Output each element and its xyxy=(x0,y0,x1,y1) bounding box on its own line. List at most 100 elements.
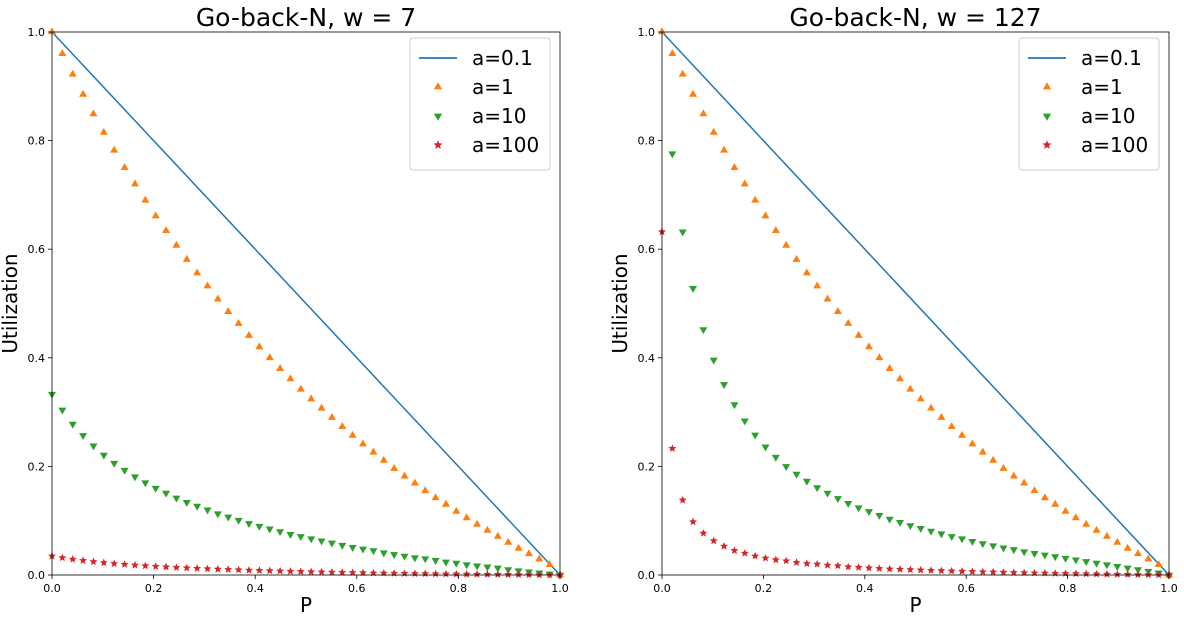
data-point xyxy=(359,568,367,577)
data-point xyxy=(947,534,956,542)
data-point xyxy=(1020,478,1029,486)
data-point xyxy=(79,433,88,441)
data-point xyxy=(276,566,285,575)
data-point xyxy=(265,526,274,534)
data-point xyxy=(1040,552,1049,560)
data-point xyxy=(514,570,523,579)
data-point xyxy=(379,455,388,463)
chart-panel-1: 0.0 0.2 0.4 0.6 0.8 1.0 0.0 0.2 0.4 0.6 0.8 1.0 Go-b… xyxy=(0,3,569,617)
data-point xyxy=(657,27,667,35)
legend-box xyxy=(1018,37,1160,171)
data-point xyxy=(441,499,450,507)
x-tick-label: 0.6 xyxy=(957,582,975,595)
data-point xyxy=(338,568,347,576)
data-point xyxy=(224,514,233,522)
data-point xyxy=(771,555,780,564)
data-point xyxy=(255,342,264,350)
axes-frame xyxy=(51,31,561,576)
data-point xyxy=(999,463,1008,471)
data-point xyxy=(720,542,729,550)
data-point xyxy=(493,531,502,539)
legend-box xyxy=(409,37,551,171)
legend-label: a=0.1 xyxy=(472,46,533,70)
data-point xyxy=(265,353,274,361)
data-point xyxy=(720,382,729,390)
data-point xyxy=(689,285,698,293)
data-point xyxy=(317,538,326,546)
data-point xyxy=(151,485,160,493)
data-point xyxy=(120,560,129,568)
data-point xyxy=(276,364,285,371)
data-point xyxy=(1030,486,1039,494)
data-point xyxy=(1020,568,1029,577)
data-point xyxy=(110,559,119,567)
data-point xyxy=(141,195,150,203)
legend-swatch xyxy=(433,113,443,121)
data-point xyxy=(193,268,202,276)
data-point xyxy=(1113,564,1122,571)
legend: a=0.1 a=1 a=10 a=100 xyxy=(1018,37,1160,171)
data-point xyxy=(751,432,760,440)
data-point xyxy=(668,49,677,57)
data-point xyxy=(286,567,295,575)
data-point xyxy=(875,564,884,572)
legend-label: a=0.1 xyxy=(1081,46,1142,70)
data-point xyxy=(1113,537,1122,545)
data-point xyxy=(761,211,770,219)
y-tick-label: 0.2 xyxy=(28,460,46,473)
data-point xyxy=(813,281,822,289)
data-point xyxy=(1092,560,1101,568)
data-point xyxy=(110,460,119,468)
data-point xyxy=(864,563,873,572)
data-point xyxy=(927,528,936,536)
data-point xyxy=(296,384,305,392)
data-point xyxy=(410,478,419,486)
data-point xyxy=(1123,570,1132,578)
data-point xyxy=(79,89,88,97)
data-point xyxy=(709,357,718,365)
data-point xyxy=(141,561,150,570)
data-point xyxy=(58,553,67,562)
data-point xyxy=(245,521,254,529)
data-point xyxy=(265,566,274,575)
chart-title: Go-back-N, w = 127 xyxy=(789,3,1041,32)
data-point xyxy=(182,254,191,262)
data-point xyxy=(689,517,698,526)
data-point xyxy=(1051,554,1060,562)
data-point xyxy=(885,564,894,573)
data-point xyxy=(462,569,471,578)
data-point xyxy=(802,268,811,276)
data-point xyxy=(245,330,254,338)
data-point xyxy=(327,568,336,576)
data-point xyxy=(99,452,108,460)
data-point xyxy=(916,526,925,533)
y-axis-label: Utilization xyxy=(0,253,22,353)
data-point xyxy=(916,565,925,574)
data-point xyxy=(1061,555,1070,563)
legend-label: a=100 xyxy=(472,133,539,157)
data-point xyxy=(740,418,749,426)
legend-swatch xyxy=(433,140,443,149)
data-point xyxy=(864,342,873,350)
data-point xyxy=(1092,525,1101,533)
data-point xyxy=(958,536,967,544)
data-point xyxy=(937,531,946,539)
y-tick-label: 0.0 xyxy=(638,569,656,582)
data-point xyxy=(327,540,336,548)
data-point xyxy=(286,374,295,382)
data-point xyxy=(1009,471,1018,479)
x-tick-label: 0.8 xyxy=(1059,582,1077,595)
data-point xyxy=(47,27,57,35)
data-point xyxy=(1061,506,1070,514)
data-point xyxy=(668,444,677,452)
data-point xyxy=(968,567,977,575)
y-tick-label: 0.8 xyxy=(28,135,46,148)
data-point xyxy=(678,69,687,77)
data-point xyxy=(162,562,171,571)
data-point xyxy=(1123,565,1132,573)
data-point xyxy=(110,145,119,153)
data-point xyxy=(854,505,863,513)
data-point xyxy=(120,467,129,475)
data-point xyxy=(1144,570,1153,579)
data-point xyxy=(709,536,718,545)
